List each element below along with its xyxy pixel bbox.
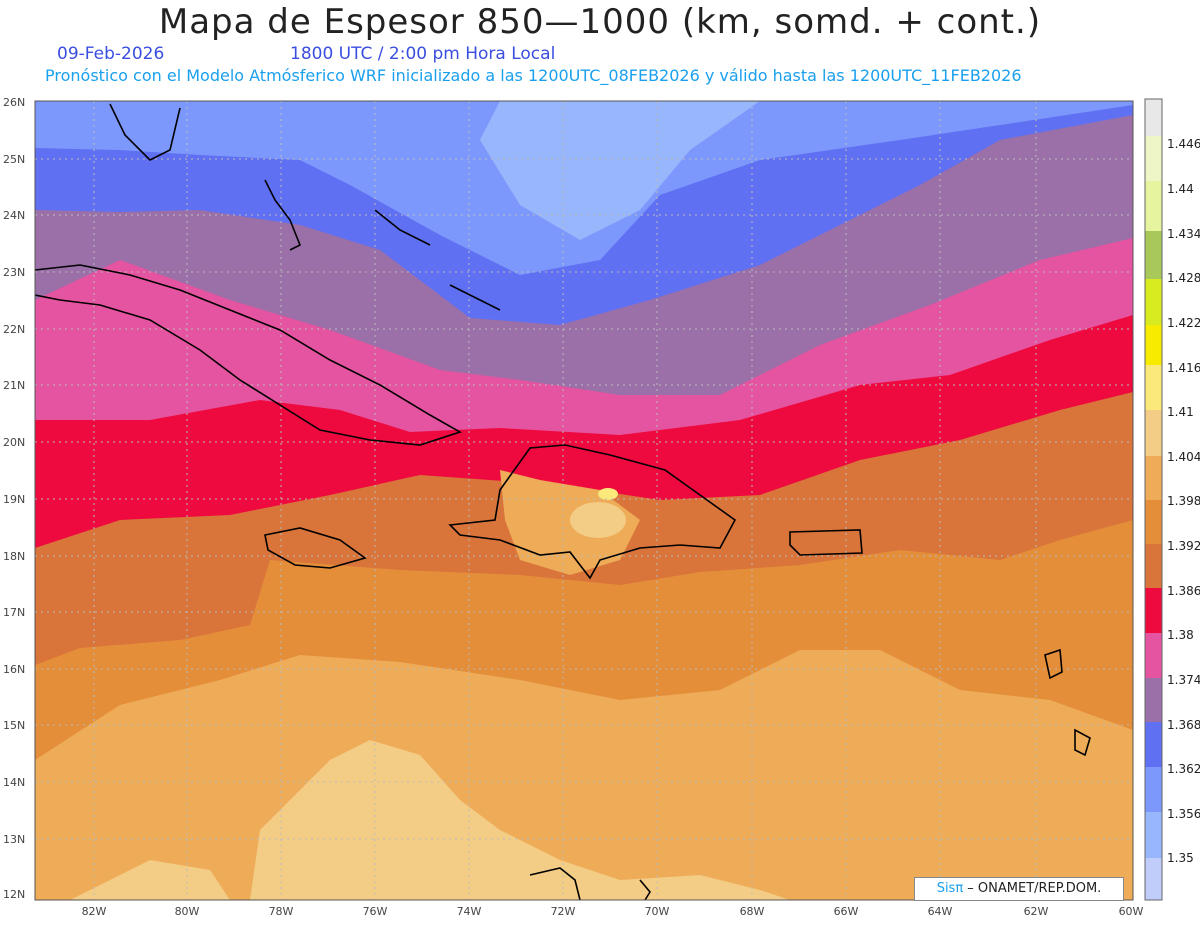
lat-label: 22N xyxy=(3,323,26,336)
lat-label: 17N xyxy=(3,606,26,619)
credit-text: – ONAMET/REP.DOM. xyxy=(963,881,1102,896)
lat-label: 23N xyxy=(3,266,26,279)
colorbar-label: 1.38 xyxy=(1167,628,1194,642)
colorbar-label: 1.41 xyxy=(1167,405,1194,419)
lat-label: 26N xyxy=(3,96,26,109)
coastlines xyxy=(35,103,1091,900)
lat-label: 13N xyxy=(3,833,26,846)
lat-label: 15N xyxy=(3,719,26,732)
lon-label: 62W xyxy=(1023,905,1049,918)
lat-label: 24N xyxy=(3,209,26,222)
sispi-logo: Sisπ xyxy=(936,881,964,896)
colorbar-label: 1.398 xyxy=(1167,494,1200,508)
colorbar-label: 1.386 xyxy=(1167,584,1200,598)
forecast-info: Pronóstico con el Modelo Atmósferico WRF… xyxy=(45,66,1022,85)
lon-label: 60W xyxy=(1118,905,1144,918)
colorbar-label: 1.434 xyxy=(1167,227,1200,241)
colorbar-label: 1.44 xyxy=(1167,182,1194,196)
lat-label: 19N xyxy=(3,493,26,506)
map-frame xyxy=(34,100,1134,901)
colorbar-label: 1.356 xyxy=(1167,807,1200,821)
colorbar-label: 1.374 xyxy=(1167,673,1200,687)
lat-label: 14N xyxy=(3,776,26,789)
lon-label: 76W xyxy=(362,905,388,918)
lon-label: 68W xyxy=(739,905,765,918)
colorbar-label: 1.35 xyxy=(1167,851,1194,865)
lat-label: 16N xyxy=(3,663,26,676)
lat-label: 12N xyxy=(3,888,26,901)
lon-label: 72W xyxy=(550,905,576,918)
colorbar-label: 1.422 xyxy=(1167,316,1200,330)
colorbar-label: 1.362 xyxy=(1167,762,1200,776)
colorbar xyxy=(1144,98,1163,901)
lat-label: 21N xyxy=(3,379,26,392)
colorbar-label: 1.428 xyxy=(1167,271,1200,285)
colorbar-label: 1.446 xyxy=(1167,137,1200,151)
credit-box: Sisπ – ONAMET/REP.DOM. xyxy=(914,877,1124,901)
lat-label: 20N xyxy=(3,436,26,449)
lon-label: 78W xyxy=(268,905,294,918)
lon-label: 82W xyxy=(81,905,107,918)
valid-time: 1800 UTC / 2:00 pm Hora Local xyxy=(290,44,556,64)
colorbar-label: 1.416 xyxy=(1167,361,1200,375)
thickness-field xyxy=(35,101,1133,900)
valid-date: 09-Feb-2026 xyxy=(57,44,165,64)
lon-label: 64W xyxy=(927,905,953,918)
colorbar-label: 1.392 xyxy=(1167,539,1200,553)
lat-label: 25N xyxy=(3,153,26,166)
lon-label: 66W xyxy=(833,905,859,918)
colorbar-label: 1.368 xyxy=(1167,718,1200,732)
lat-label: 18N xyxy=(3,550,26,563)
map-title: Mapa de Espesor 850—1000 (km, somd. + co… xyxy=(158,2,1042,42)
graticule xyxy=(35,101,1133,900)
lon-label: 74W xyxy=(456,905,482,918)
colorbar-label: 1.404 xyxy=(1167,450,1200,464)
lon-label: 70W xyxy=(644,905,670,918)
lon-label: 80W xyxy=(174,905,200,918)
